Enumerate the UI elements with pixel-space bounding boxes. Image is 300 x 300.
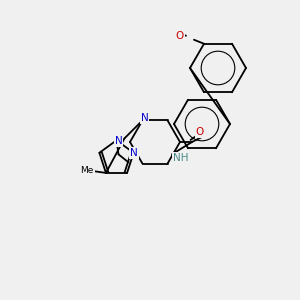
Text: Me: Me — [80, 167, 94, 176]
Text: NH: NH — [173, 153, 189, 163]
Text: N: N — [130, 148, 137, 158]
Text: N: N — [115, 136, 122, 146]
Text: O: O — [176, 31, 184, 41]
Text: N: N — [141, 113, 148, 123]
Text: O: O — [196, 127, 204, 137]
